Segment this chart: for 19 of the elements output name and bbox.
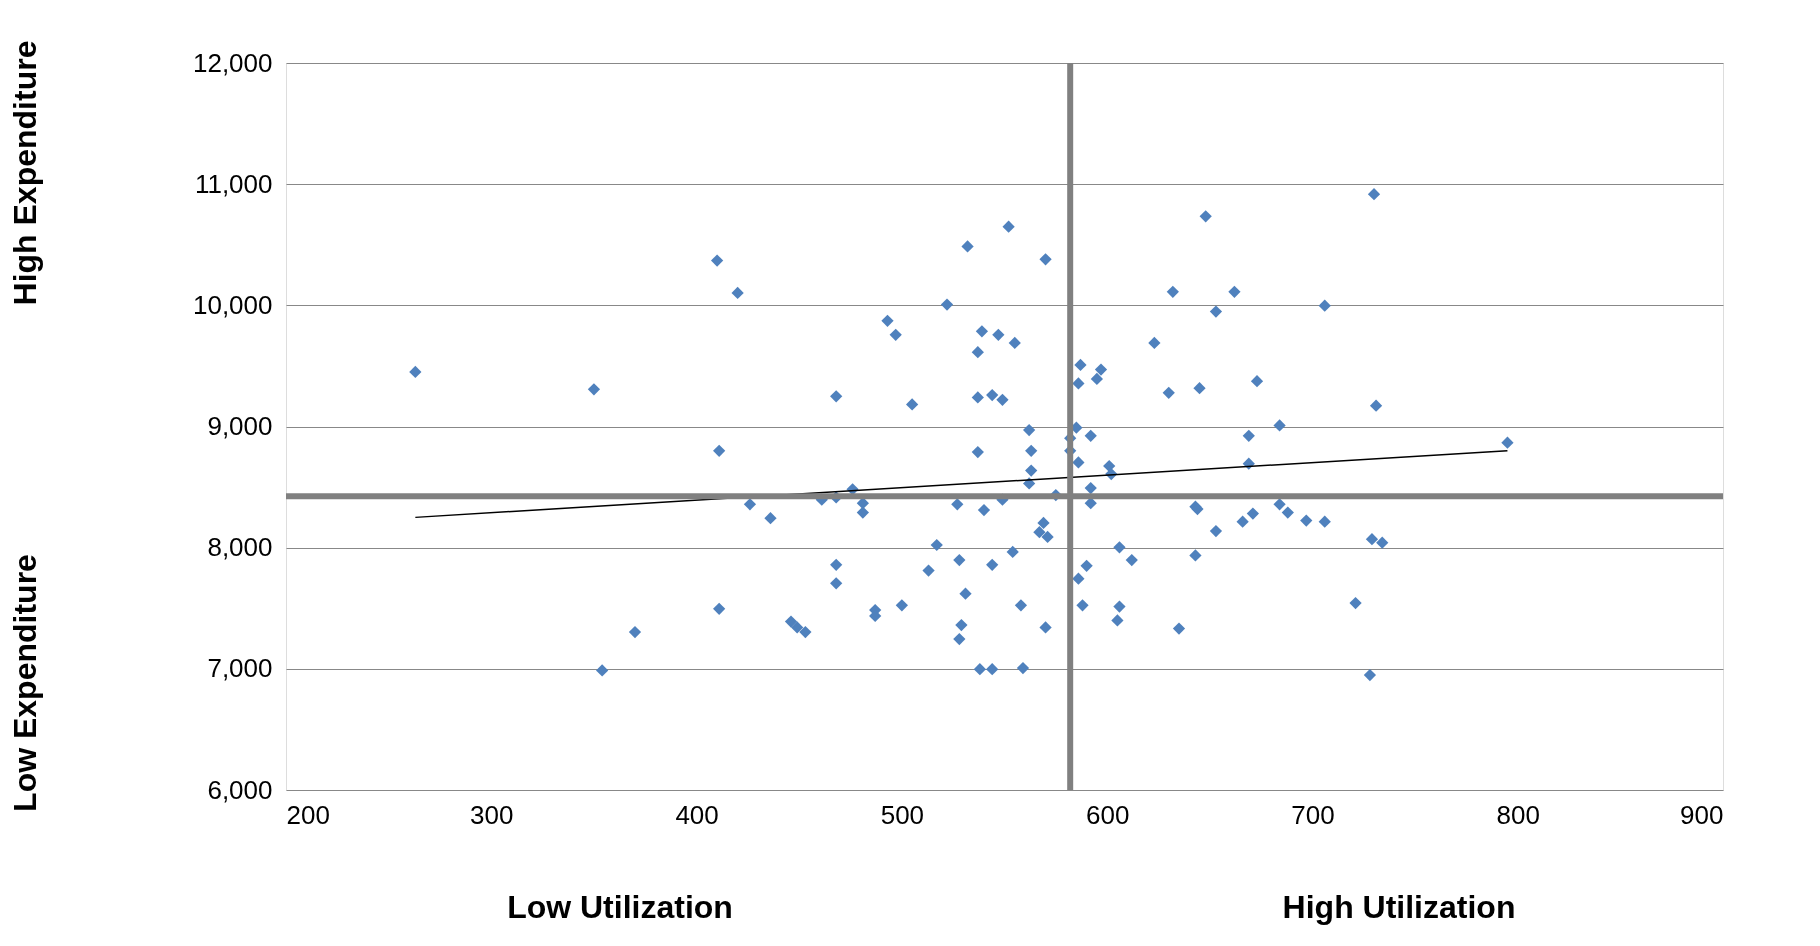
- text: Low Expenditure: [7, 554, 43, 812]
- text: Low Utilization: [507, 889, 733, 925]
- y-tick-label: 12,000: [192, 47, 273, 78]
- text: High Utilization: [1282, 889, 1516, 925]
- x-tick-label: 600: [1085, 799, 1130, 830]
- y-tick-label: 7,000: [207, 653, 273, 684]
- y-tick-label: 10,000: [192, 289, 273, 320]
- y-tick-label: 8,000: [207, 532, 273, 563]
- x-tick-label: 500: [880, 799, 925, 830]
- x-tick-label: 700: [1291, 799, 1335, 830]
- x-tick-label: 800: [1496, 799, 1540, 830]
- y-tick-label: 9,000: [207, 411, 273, 441]
- x-tick-label: 900: [1680, 799, 1724, 830]
- x-tick-label: 300: [470, 799, 514, 830]
- text: High Expenditure: [7, 40, 43, 306]
- x-tick-label: 400: [675, 799, 719, 830]
- x-tick-label: 200: [286, 799, 330, 830]
- y-tick-label: 11,000: [194, 168, 273, 199]
- y-tick-label: 6,000: [207, 774, 273, 805]
